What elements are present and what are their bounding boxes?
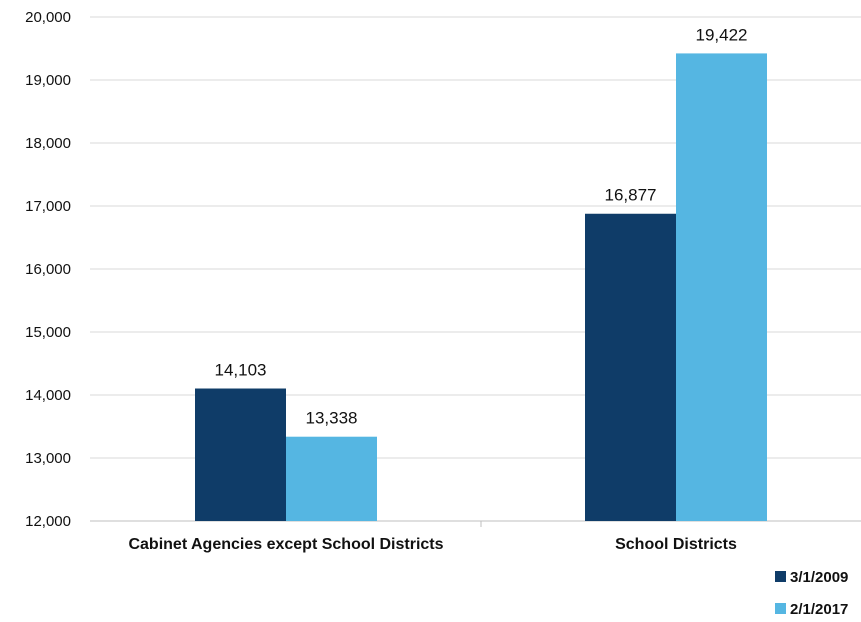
bar xyxy=(286,436,377,521)
y-tick-label: 19,000 xyxy=(25,72,71,89)
data-label: 14,103 xyxy=(215,361,267,380)
bar xyxy=(585,213,676,521)
category-labels: Cabinet Agencies except School Districts… xyxy=(128,536,737,553)
y-tick-label: 17,000 xyxy=(25,198,71,215)
y-tick-label: 13,000 xyxy=(25,450,71,467)
data-label: 16,877 xyxy=(605,186,657,205)
y-tick-label: 16,000 xyxy=(25,261,71,278)
y-tick-label: 12,000 xyxy=(25,513,71,530)
y-tick-label: 14,000 xyxy=(25,387,71,404)
legend-label: 2/1/2017 xyxy=(790,601,848,618)
bar xyxy=(676,53,767,521)
y-tick-label: 20,000 xyxy=(25,9,71,26)
bar xyxy=(195,388,286,521)
category-label: Cabinet Agencies except School Districts xyxy=(128,536,443,553)
y-tick-label: 15,000 xyxy=(25,324,71,341)
legend: 3/1/2009 2/1/2017 xyxy=(775,569,848,618)
y-tick-label: 18,000 xyxy=(25,135,71,152)
legend-swatch xyxy=(775,603,786,614)
legend-swatch xyxy=(775,571,786,582)
data-label: 13,338 xyxy=(306,409,358,428)
data-labels: 14,103 13,338 16,877 19,422 xyxy=(215,25,748,427)
bars xyxy=(195,53,767,521)
legend-label: 3/1/2009 xyxy=(790,569,848,586)
y-axis-tick-labels: 12,000 13,000 14,000 15,000 16,000 17,000 18,0… xyxy=(25,9,71,530)
data-label: 19,422 xyxy=(696,25,748,44)
category-label: School Districts xyxy=(615,536,737,553)
